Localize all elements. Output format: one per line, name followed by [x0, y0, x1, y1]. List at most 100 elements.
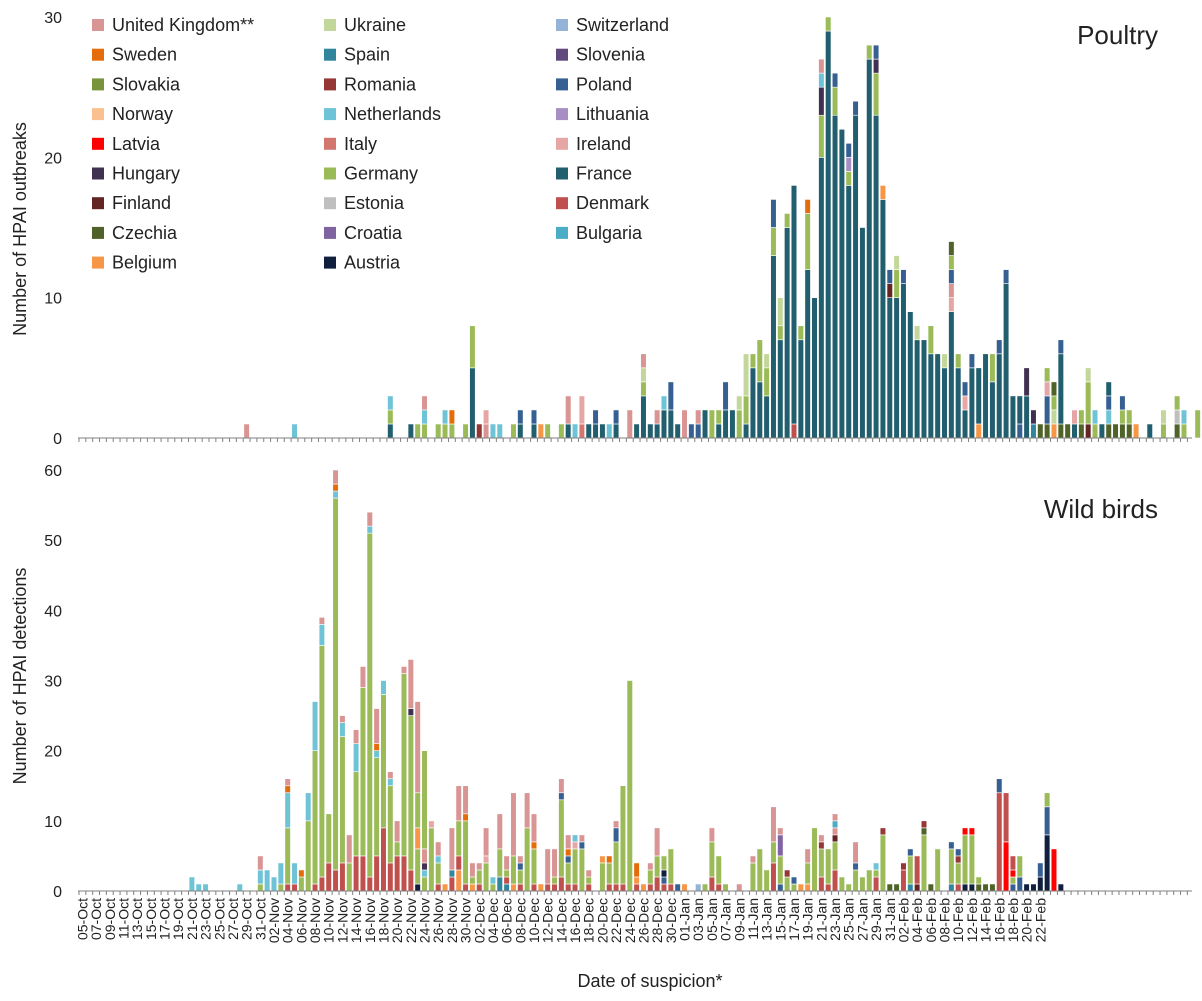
wild-birds-bar-denmark [284, 883, 291, 892]
x-tick-label: 16-Dec [567, 898, 583, 943]
wild-birds-bar-germany [715, 855, 722, 885]
poultry-bar-poland [831, 72, 839, 88]
wild-birds-bar-latvia [961, 827, 969, 836]
poultry-bar-france [674, 423, 681, 439]
poultry-bar-germany [1050, 395, 1058, 411]
wild-birds-bar-denmark [770, 862, 777, 892]
x-tick-label: 14-Feb [978, 898, 994, 943]
x-tick-label: 09-Oct [102, 898, 118, 940]
legend-item-finland: Finland [92, 193, 171, 213]
poultry-bar-france [900, 283, 907, 439]
wild-birds-bar-ireland [428, 820, 435, 829]
x-tick-label: 24-Dec [622, 898, 638, 943]
poultry-bar-czechia [1174, 423, 1181, 439]
poultry-bar-germany [421, 423, 428, 439]
poultry-bar-netherlands [291, 423, 298, 439]
poultry-bar-france [784, 227, 791, 439]
wild-birds-bar-denmark [517, 883, 524, 892]
poultry-bar-france [722, 409, 729, 439]
wild-birds-bar-poland [660, 876, 668, 885]
poultry-bar-poland [1119, 395, 1126, 411]
poultry-bar-ireland [1071, 409, 1078, 425]
wild-birds-bar-austria [1044, 834, 1051, 892]
legend-item-bulgaria: Bulgaria [556, 223, 643, 243]
wild-birds-bar-austria [1057, 883, 1064, 892]
poultry-bar-france [914, 339, 921, 439]
wild-birds-bar-germany [722, 883, 729, 892]
wild-birds-bar-romania [955, 855, 962, 864]
poultry-bar-france [729, 409, 736, 439]
wild-birds-bar-germany [660, 855, 668, 871]
poultry-bar-belgium [879, 185, 887, 200]
poultry-bar-france [777, 339, 784, 439]
wild-birds-bar-czechia [989, 883, 996, 892]
wild-birds-bar-poland [612, 827, 620, 843]
wild-birds-bar-austria [1023, 883, 1030, 892]
poultry-bar-netherlands [496, 423, 503, 439]
wild-birds-bar-germany [435, 862, 442, 885]
x-tick-label: 06-Dec [499, 898, 515, 943]
wild-birds-bar-belgium [455, 869, 462, 892]
x-tick-label: 25-Oct [211, 898, 227, 940]
wild-birds-bar-netherlands [318, 624, 325, 646]
legend-item-switzerland: Switzerland [556, 15, 669, 35]
poultry-bar-poland [996, 339, 1003, 355]
legend-label: Netherlands [344, 104, 441, 124]
wild-birds-bar-germany [339, 736, 346, 864]
poultry-bar-ukraine [640, 367, 647, 383]
wild-birds-bar-austria [414, 883, 421, 892]
wild-birds-bar-netherlands [311, 701, 319, 751]
wild-birds-bar-united-kingdom [565, 834, 572, 850]
x-tick-label: 16-Feb [991, 898, 1007, 943]
legend-label: Austria [344, 253, 401, 273]
x-tick-labels: 05-Oct07-Oct09-Oct11-Oct13-Oct15-Oct17-O… [74, 898, 1048, 943]
poultry-bar-netherlands [489, 423, 497, 439]
poultry-bar-czechia [948, 241, 955, 256]
wild-birds-bar-denmark [394, 855, 401, 892]
x-tick-label: 14-Dec [553, 898, 569, 943]
wild-birds-bar-germany [654, 855, 661, 878]
x-tick-label: 07-Oct [88, 898, 104, 940]
wild-birds-bar-netherlands [202, 883, 209, 892]
wild-birds-bar-romania [818, 841, 825, 850]
legend-label: Latvia [112, 134, 161, 154]
wild-birds-bar-germany [325, 813, 332, 864]
poultry-bar-france [1071, 423, 1078, 439]
wild-birds-bar-germany [400, 673, 408, 857]
wild-birds-y-axis: 0 10 20 30 40 50 60 [44, 463, 62, 901]
wild-birds-bar-united-kingdom [510, 792, 517, 857]
wild-birds-bar-netherlands [489, 876, 497, 885]
legend-label: Slovakia [112, 74, 181, 94]
wild-birds-bar-germany [599, 862, 606, 892]
wild-birds-bar-czechia [893, 883, 900, 892]
x-tick-label: 22-Nov [403, 898, 419, 943]
legend-label: Lithuania [576, 104, 650, 124]
wild-birds-bar-netherlands [366, 525, 373, 534]
poultry-bar-france [585, 423, 592, 439]
wild-birds-bar-czechia [975, 883, 982, 892]
poultry-bar-poland [517, 409, 524, 425]
wild-birds-bar-belgium [510, 883, 517, 892]
legend-item-poland: Poland [556, 74, 632, 94]
poultry-bar-france [530, 423, 538, 439]
poultry-bar-germany [1078, 409, 1085, 425]
wild-birds-bar-poland [565, 855, 572, 864]
poultry-bar-poland [1002, 269, 1010, 284]
poultry-bar-france [592, 423, 599, 439]
wild-birds-y-tick-label: 40 [44, 603, 62, 620]
wild-birds-bar-poland [955, 848, 962, 857]
wild-birds-bar-netherlands [284, 792, 291, 829]
legend-item-netherlands: Netherlands [324, 104, 441, 124]
wild-birds-bar-sweden [633, 862, 640, 878]
poultry-bar-france [989, 381, 996, 439]
poultry-bar-poland [612, 409, 620, 425]
poultry-bar-france [797, 339, 804, 439]
legend-label: Denmark [576, 193, 650, 213]
legend-item-latvia: Latvia [92, 134, 161, 154]
wild-birds-bar-denmark [530, 883, 538, 892]
legend-item-slovenia: Slovenia [556, 45, 646, 65]
poultry-bar-belgium [975, 423, 982, 439]
wild-birds-bar-germany [571, 848, 579, 885]
poultry-bar-france [996, 353, 1003, 439]
wild-birds-bar-czechia [982, 883, 989, 892]
